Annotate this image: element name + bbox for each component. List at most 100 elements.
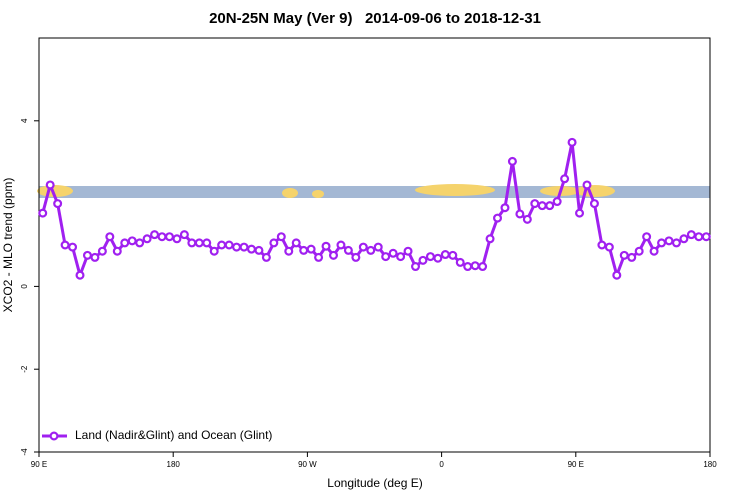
x-axis-label: Longitude (deg E) [327, 476, 422, 490]
data-point [120, 238, 130, 248]
data-point [60, 240, 70, 250]
y-axis-label: XCO2 - MLO trend (ppm) [1, 178, 15, 313]
data-point [530, 199, 540, 209]
data-point [261, 252, 271, 262]
data-point [373, 242, 383, 252]
data-point [612, 270, 622, 280]
data-point [537, 201, 547, 211]
data-point [381, 252, 391, 262]
data-point [604, 242, 614, 252]
data-point [545, 201, 555, 211]
data-point [45, 180, 55, 190]
y-tick-label: 4 [20, 118, 29, 123]
data-point [671, 238, 681, 248]
data-point [478, 262, 488, 272]
data-point [679, 234, 689, 244]
data-point [418, 255, 428, 265]
data-point [232, 242, 242, 252]
data-point [105, 232, 115, 242]
data-point [463, 262, 473, 272]
y-tick-label: -2 [20, 365, 29, 373]
data-point [396, 252, 406, 262]
y-tick-label: 0 [20, 284, 29, 289]
data-point [634, 246, 644, 256]
data-point [90, 252, 100, 262]
data-point [328, 250, 338, 260]
data-point [97, 246, 107, 256]
data-point [470, 261, 480, 271]
legend-label: Land (Nadir&Glint) and Ocean (Glint) [75, 428, 272, 442]
data-point [239, 242, 249, 252]
data-point [53, 199, 63, 209]
data-point [246, 244, 256, 254]
data-point [627, 252, 637, 262]
x-tick-label: 180 [167, 460, 181, 469]
data-point [567, 137, 577, 147]
data-point [642, 232, 652, 242]
data-point [306, 244, 316, 254]
data-point [403, 246, 413, 256]
data-point [358, 242, 368, 252]
data-point [701, 232, 711, 242]
data-point [657, 238, 667, 248]
data-point [411, 262, 421, 272]
data-point [336, 240, 346, 250]
data-point [38, 208, 48, 218]
data-point [388, 248, 398, 258]
data-point [209, 246, 219, 256]
data-point [135, 238, 145, 248]
data-point [664, 236, 674, 246]
data-point [560, 174, 570, 184]
data-point [321, 241, 331, 251]
plot-frame [38, 37, 711, 453]
data-point [202, 238, 212, 248]
y-tick-label: -4 [20, 448, 29, 456]
data-point [425, 252, 435, 262]
data-point [455, 257, 465, 267]
data-point [366, 245, 376, 255]
data-point [157, 232, 167, 242]
data-point [440, 250, 450, 260]
x-tick-label: 90 E [568, 460, 584, 469]
data-point [142, 234, 152, 244]
data-point [507, 156, 517, 166]
data-point [112, 246, 122, 256]
x-tick-label: 180 [703, 460, 717, 469]
data-point [448, 250, 458, 260]
x-tick-label: 90 E [31, 460, 47, 469]
data-point [224, 240, 234, 250]
data-point [686, 230, 696, 240]
data-point [351, 252, 361, 262]
data-point [433, 253, 443, 263]
data-point [552, 197, 562, 207]
data-point [589, 199, 599, 209]
data-point [254, 245, 264, 255]
data-point [164, 232, 174, 242]
data-point [82, 250, 92, 260]
data-point [485, 234, 495, 244]
map-strip [37, 184, 710, 198]
data-point [269, 238, 279, 248]
chart-title: 20N-25N May (Ver 9) 2014-09-06 to 2018-1… [209, 10, 541, 27]
x-tick-label: 90 W [298, 460, 317, 469]
data-point [619, 250, 629, 260]
data-point [187, 238, 197, 248]
data-point [515, 209, 525, 219]
data-point [217, 240, 227, 250]
data-point [575, 208, 585, 218]
x-tick-label: 0 [439, 460, 444, 469]
data-point [179, 230, 189, 240]
data-point [649, 246, 659, 256]
data-point [68, 242, 78, 252]
data-point [299, 245, 309, 255]
data-point [493, 213, 503, 223]
series-line [41, 140, 707, 277]
data-point [597, 240, 607, 250]
data-point [694, 232, 704, 242]
legend-marker [49, 431, 59, 441]
data-point [582, 180, 592, 190]
data-point [522, 214, 532, 224]
data-point [291, 238, 301, 248]
data-point [194, 238, 204, 248]
